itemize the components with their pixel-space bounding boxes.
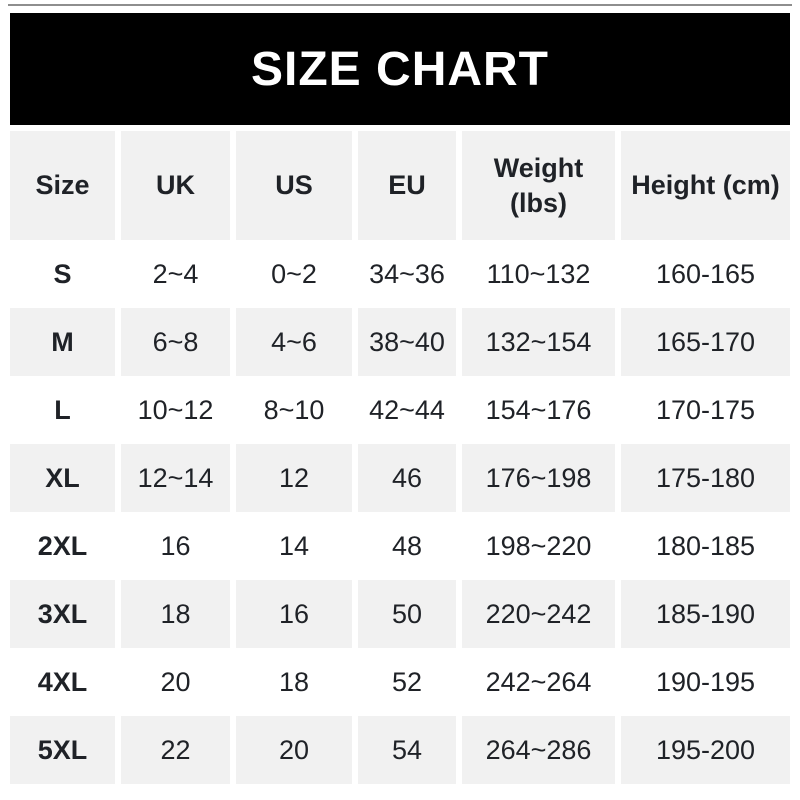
column-header-height: Height (cm) <box>621 131 790 240</box>
cell-weight: 132~154 <box>462 308 615 376</box>
cell-weight: 110~132 <box>486 258 591 289</box>
cell-height: 190-195 <box>655 666 756 697</box>
cell-eu: 50 <box>358 580 456 648</box>
cell-uk: 22 <box>121 716 230 784</box>
cell-weight: 154~176 <box>485 394 592 425</box>
cell-height: 180-185 <box>655 530 756 561</box>
table-row-xl: XL 12~14 12 46 176~198 175-180 <box>10 444 790 512</box>
table-row-m: M 6~8 4~6 38~40 132~154 165-170 <box>10 308 790 376</box>
column-header-size: Size <box>10 131 115 240</box>
cell-us: 20 <box>236 716 352 784</box>
table-row-s: S 2~4 0~2 34~36 110~132 160-165 <box>10 240 790 308</box>
cell-size: 4XL <box>37 666 88 697</box>
size-chart-banner: SIZE CHART <box>10 13 790 125</box>
cell-height: 165-170 <box>621 308 790 376</box>
cell-us: 18 <box>278 666 310 697</box>
cell-size: 5XL <box>10 716 115 784</box>
column-header-us: US <box>236 131 352 240</box>
cell-size: 3XL <box>10 580 115 648</box>
table-row-2xl: 2XL 16 14 48 198~220 180-185 <box>10 512 790 580</box>
cell-height: 175-180 <box>621 444 790 512</box>
table-row-l: L 10~12 8~10 42~44 154~176 170-175 <box>10 376 790 444</box>
cell-uk: 2~4 <box>152 258 199 289</box>
cell-height: 170-175 <box>655 394 756 425</box>
cell-eu: 52 <box>391 666 423 697</box>
cell-weight: 176~198 <box>462 444 615 512</box>
column-header-eu: EU <box>358 131 456 240</box>
cell-uk: 6~8 <box>121 308 230 376</box>
cell-eu: 46 <box>358 444 456 512</box>
page-title: SIZE CHART <box>251 42 549 96</box>
cell-size: L <box>54 394 71 425</box>
cell-height: 195-200 <box>621 716 790 784</box>
cell-weight: 198~220 <box>485 530 592 561</box>
cell-us: 16 <box>236 580 352 648</box>
table-row-4xl: 4XL 20 18 52 242~264 190-195 <box>10 648 790 716</box>
cell-uk: 12~14 <box>121 444 230 512</box>
cell-us: 12 <box>236 444 352 512</box>
top-divider-line <box>8 4 792 6</box>
cell-eu: 38~40 <box>358 308 456 376</box>
cell-size: S <box>53 258 72 289</box>
cell-uk: 10~12 <box>137 394 214 425</box>
column-header-weight: Weight (lbs) <box>462 131 615 240</box>
table-row-5xl: 5XL 22 20 54 264~286 195-200 <box>10 716 790 784</box>
table-header-row: Size UK US EU Weight (lbs) Height (cm) <box>10 131 790 240</box>
cell-us: 0~2 <box>271 258 317 289</box>
cell-uk: 18 <box>121 580 230 648</box>
cell-size: XL <box>10 444 115 512</box>
cell-height: 185-190 <box>621 580 790 648</box>
cell-uk: 16 <box>160 530 191 561</box>
cell-eu: 48 <box>391 530 423 561</box>
cell-weight: 264~286 <box>462 716 615 784</box>
cell-weight: 242~264 <box>485 666 592 697</box>
table-row-3xl: 3XL 18 16 50 220~242 185-190 <box>10 580 790 648</box>
cell-eu: 34~36 <box>369 258 445 289</box>
cell-height: 160-165 <box>655 258 756 289</box>
cell-size: 2XL <box>37 530 88 561</box>
cell-eu: 54 <box>358 716 456 784</box>
cell-us: 8~10 <box>263 394 325 425</box>
cell-size: M <box>10 308 115 376</box>
size-chart-table: Size UK US EU Weight (lbs) Height (cm) S 2~4 0~2… <box>10 131 790 784</box>
column-header-uk: UK <box>121 131 230 240</box>
cell-weight: 220~242 <box>462 580 615 648</box>
cell-uk: 20 <box>160 666 191 697</box>
cell-us: 14 <box>278 530 310 561</box>
cell-us: 4~6 <box>236 308 352 376</box>
cell-eu: 42~44 <box>369 394 445 425</box>
